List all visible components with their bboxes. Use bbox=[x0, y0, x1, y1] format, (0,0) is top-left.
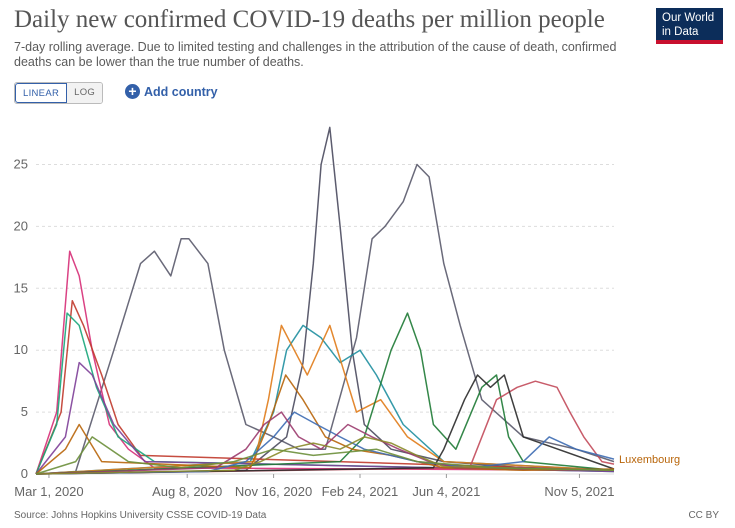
series-line[interactable] bbox=[35, 436, 615, 475]
y-tick-label: 0 bbox=[21, 466, 28, 481]
add-country-button[interactable]: + Add country bbox=[125, 84, 218, 99]
y-tick-label: 20 bbox=[14, 218, 28, 233]
add-country-label: Add country bbox=[144, 84, 218, 99]
series-line[interactable] bbox=[35, 374, 615, 475]
plus-circle-icon: + bbox=[125, 84, 140, 99]
series-end-label: Luxembourg bbox=[619, 454, 680, 466]
y-tick-label: 15 bbox=[14, 280, 28, 295]
series-line[interactable] bbox=[35, 374, 615, 475]
series-line[interactable] bbox=[35, 380, 615, 475]
chart-subtitle: 7-day rolling average. Due to limited te… bbox=[14, 40, 617, 69]
scale-toggle[interactable]: LINEAR LOG bbox=[14, 82, 104, 104]
x-tick-label: Feb 24, 2021 bbox=[322, 484, 399, 499]
logo-line-1: Our World bbox=[662, 12, 715, 24]
series-line[interactable] bbox=[35, 324, 615, 475]
x-tick-label: Mar 1, 2020 bbox=[14, 484, 83, 499]
series-line[interactable] bbox=[35, 436, 615, 475]
series-line[interactable] bbox=[35, 324, 615, 475]
series-line[interactable] bbox=[35, 163, 615, 475]
x-tick-label: Jun 4, 2021 bbox=[412, 484, 480, 499]
series-line[interactable] bbox=[35, 312, 615, 475]
line-chart[interactable]: 0 5 10 15 20 25 Mar 1, 2020 Aug 8, 2020 Nov 16, … bbox=[0, 110, 735, 500]
x-tick-label: Aug 8, 2020 bbox=[152, 484, 222, 499]
logo-line-2: in Data bbox=[662, 26, 699, 38]
series-line[interactable] bbox=[35, 126, 615, 475]
x-tick-label: Nov 16, 2020 bbox=[235, 484, 312, 499]
linear-scale-button[interactable]: LINEAR bbox=[15, 83, 68, 103]
x-tick-label: Nov 5, 2021 bbox=[544, 484, 614, 499]
chart-title: Daily new confirmed COVID-19 deaths per … bbox=[14, 6, 605, 33]
license-link[interactable]: CC BY bbox=[688, 510, 719, 521]
y-tick-label: 25 bbox=[14, 157, 28, 172]
source-note: Source: Johns Hopkins University CSSE CO… bbox=[14, 510, 267, 521]
y-tick-label: 5 bbox=[21, 404, 28, 419]
series-line[interactable] bbox=[35, 361, 615, 475]
owid-logo[interactable]: Our World in Data bbox=[656, 8, 723, 44]
log-scale-button[interactable]: LOG bbox=[67, 83, 103, 103]
y-tick-label: 10 bbox=[14, 342, 28, 357]
